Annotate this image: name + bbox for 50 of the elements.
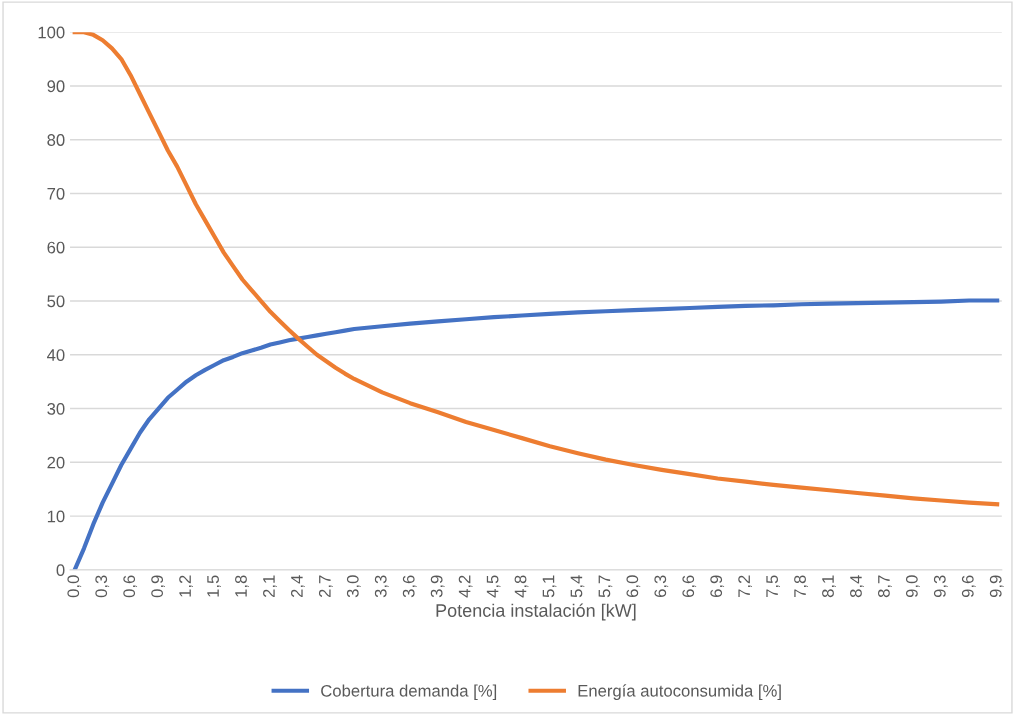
x-tick-label: 9,3	[933, 575, 948, 598]
y-tick-label: 30	[47, 402, 65, 415]
x-tick-label: 1,2	[179, 575, 193, 597]
x-tick-label: 6,3	[654, 575, 669, 598]
y-tick-label: 70	[47, 187, 65, 200]
x-tick-label: 7,8	[794, 575, 808, 598]
x-tick-label: 9,6	[961, 575, 976, 598]
x-tick-label: 1,5	[207, 575, 221, 597]
x-tick-label: 6,6	[682, 575, 697, 598]
y-tick-label: 80	[47, 134, 65, 146]
x-tick-label: 8,1	[822, 575, 836, 598]
x-tick-label: 3,0	[346, 575, 361, 598]
y-tick-label: 20	[47, 456, 65, 469]
line-series	[72, 298, 1000, 570]
y-tick-label: 0	[56, 564, 65, 577]
legend-label: Cobertura demanda [%]	[321, 684, 497, 700]
line-series	[72, 32, 1000, 507]
x-tick-label: 2,1	[263, 575, 277, 598]
x-tick-label: 7,5	[766, 575, 780, 598]
x-tick-label: 0,0	[67, 575, 82, 598]
x-tick-label: 5,7	[598, 575, 613, 598]
y-tick-label: 60	[47, 241, 65, 254]
x-tick-label: 2,4	[290, 575, 305, 598]
x-tick-label: 4,5	[486, 575, 501, 598]
x-tick-label: 0,9	[151, 575, 165, 598]
x-tick-label: 4,2	[458, 575, 473, 598]
y-tick-label: 50	[47, 295, 65, 308]
x-axis-title: Potencia instalación [kW]	[436, 603, 636, 621]
x-tick-label: 4,8	[514, 575, 529, 598]
x-tick-label: 0,6	[123, 575, 138, 598]
y-tick-label: 90	[47, 80, 65, 93]
x-tick-label: 3,3	[374, 575, 389, 598]
x-tick-label: 6,0	[626, 575, 641, 598]
y-tick-label: 40	[47, 349, 65, 361]
x-tick-label: 2,7	[318, 575, 333, 598]
legend-label: Energía autoconsumida [%]	[578, 684, 781, 700]
x-tick-label: 8,7	[878, 575, 892, 598]
x-tick-label: 3,9	[430, 575, 445, 598]
x-tick-label: 3,6	[402, 575, 417, 598]
x-tick-label: 9,9	[989, 575, 1004, 598]
x-tick-label: 0,3	[95, 575, 110, 598]
y-tick-label: 100	[38, 26, 65, 39]
x-tick-label: 5,4	[570, 575, 585, 598]
x-tick-label: 9,0	[905, 575, 920, 598]
x-tick-label: 1,8	[235, 575, 249, 597]
x-tick-label: 8,4	[850, 575, 864, 598]
x-tick-label: 7,2	[738, 575, 753, 598]
x-tick-label: 6,9	[710, 575, 725, 598]
y-tick-label: 10	[47, 510, 65, 523]
x-tick-label: 5,1	[542, 575, 557, 598]
